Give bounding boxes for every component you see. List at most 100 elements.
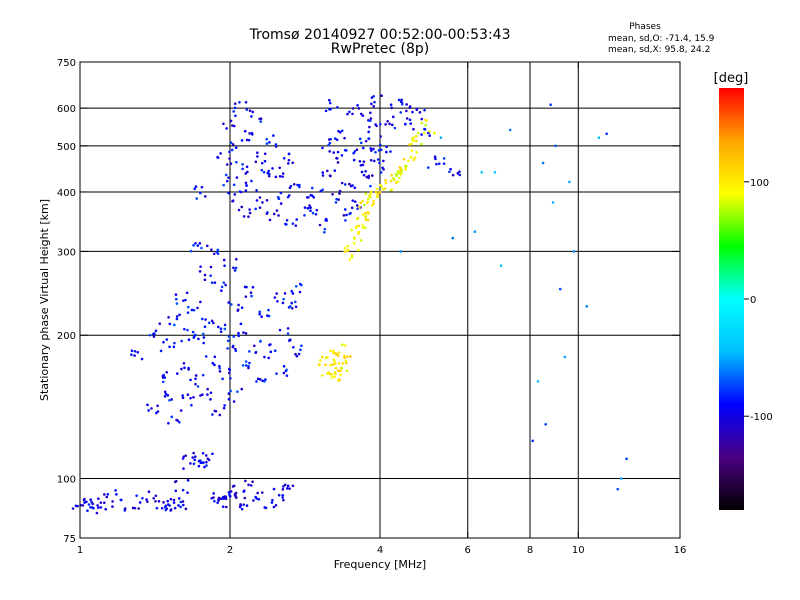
data-point [265,198,269,202]
data-point [415,150,419,154]
data-point [328,98,331,102]
data-point [201,393,204,396]
colorbar-label: [deg] [714,71,749,86]
data-point [412,158,416,162]
data-point [228,368,232,372]
data-point [377,149,381,152]
data-point [272,212,276,216]
data-point [274,503,278,507]
data-point [227,176,230,179]
data-point [290,306,294,310]
data-point [248,350,251,353]
data-point [274,145,278,148]
data-point [273,349,277,352]
data-point [231,200,234,203]
data-point [231,124,234,127]
data-point [232,110,235,113]
data-point [336,105,339,109]
data-point [238,100,241,104]
data-point [296,183,299,187]
data-point [244,332,248,335]
data-point [405,109,408,113]
data-point [99,506,103,509]
data-point [181,500,185,503]
data-point [172,501,176,504]
data-point [335,197,338,201]
data-point [211,413,214,416]
data-point [379,122,382,126]
data-point [376,158,380,161]
data-point [389,150,392,153]
data-point [458,170,461,174]
data-point [216,248,220,252]
data-point [364,226,367,229]
data-point [257,497,261,501]
data-point [263,152,267,156]
data-point [186,491,189,495]
data-point [343,250,347,253]
data-point [389,103,393,107]
data-point [233,269,237,272]
data-point [173,323,176,327]
data-point [194,241,197,245]
data-point [226,347,229,350]
data-point [350,255,354,259]
data-point [370,204,374,207]
data-point [267,174,271,178]
data-point [286,484,290,488]
data-point [361,224,365,227]
stats-line-x: mean, sd,X: 95.8, 24.2 [608,45,710,55]
data-point [379,171,383,174]
data-point [214,409,218,413]
data-point [390,106,393,110]
data-point [438,162,441,165]
data-point [227,371,231,375]
data-point [174,293,178,296]
data-point [336,354,340,358]
data-point [362,160,366,163]
data-point [245,165,249,169]
data-point [383,187,387,191]
data-point [331,192,334,196]
data-point [216,252,220,256]
data-point [196,306,199,310]
data-point [328,141,332,145]
data-point [348,182,351,186]
data-point [198,270,202,273]
data-point [258,196,262,199]
data-point [426,166,430,169]
data-point [255,497,259,500]
data-point [96,504,99,507]
data-point [413,156,417,160]
data-point [369,111,372,115]
data-point [221,377,224,381]
data-point [160,506,164,510]
y-axis-label: Stationary phase Virtual Height [km] [38,199,51,401]
data-point [197,464,201,468]
data-point [541,161,545,165]
data-point [324,218,327,222]
data-point [136,350,140,354]
data-point [165,371,169,374]
data-point [281,488,285,491]
data-point [209,274,212,277]
data-point [231,485,235,488]
data-point [536,380,540,383]
data-point [99,501,103,504]
data-point [219,327,223,330]
data-point [186,311,190,314]
data-point [300,344,303,348]
data-point [249,291,253,294]
data-point [242,331,245,334]
data-point [244,360,248,363]
data-point [89,505,92,509]
data-point [268,172,271,176]
data-point [271,498,274,502]
data-point [428,134,431,137]
data-point [248,132,251,135]
data-point [227,301,230,304]
data-point [286,327,290,330]
data-point [182,455,186,459]
data-point [279,202,283,205]
data-point [244,364,248,367]
